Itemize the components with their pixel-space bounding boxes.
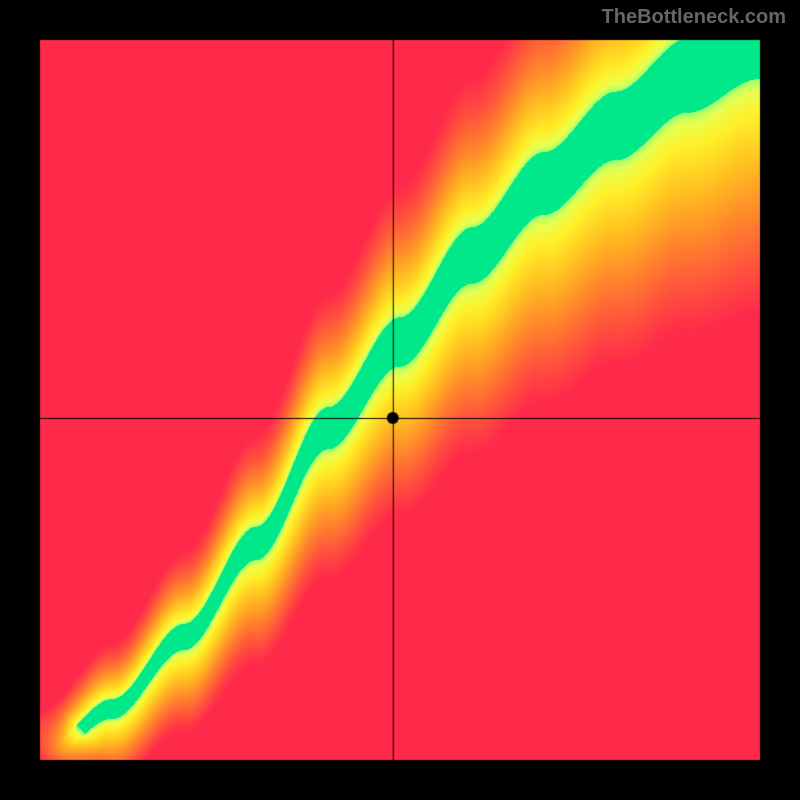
chart-container: TheBottleneck.com [0,0,800,800]
bottleneck-heatmap [0,0,800,800]
watermark-text: TheBottleneck.com [602,6,786,29]
